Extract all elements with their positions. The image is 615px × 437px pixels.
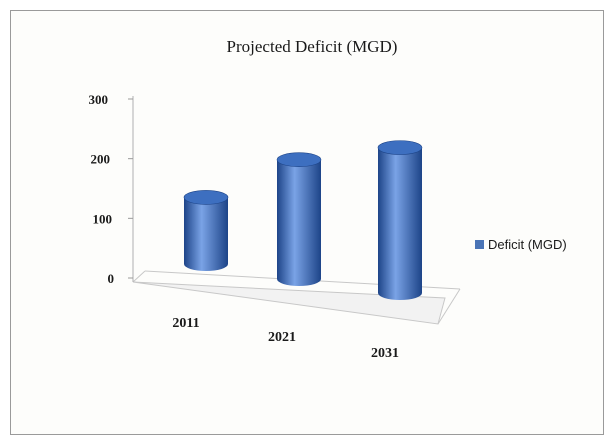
bars-group	[183, 140, 423, 300]
y-tick-label: 300	[89, 92, 109, 107]
bar-body	[378, 147, 422, 300]
bar-top	[276, 152, 322, 167]
x-tick-label: 2011	[172, 316, 199, 331]
bar-body	[184, 197, 228, 271]
bar-2021	[276, 152, 322, 286]
bar-2011	[183, 190, 229, 271]
bar-body	[277, 159, 321, 286]
y-tick-label: 100	[93, 211, 113, 226]
y-tick-label: 200	[91, 152, 111, 167]
legend-marker	[475, 240, 484, 249]
bar-2031	[377, 140, 423, 300]
legend-label: Deficit (MGD)	[488, 237, 567, 252]
y-axis: 0 100 200 300	[89, 92, 133, 286]
bar-top	[377, 140, 423, 155]
x-axis: 2011 2021 2031	[172, 316, 399, 361]
y-tick-label: 0	[108, 271, 115, 286]
x-tick-label: 2021	[268, 330, 296, 345]
chart-title: Projected Deficit (MGD)	[227, 37, 398, 56]
x-tick-label: 2031	[371, 346, 399, 361]
legend: Deficit (MGD)	[475, 237, 567, 252]
bar-top	[183, 190, 229, 205]
